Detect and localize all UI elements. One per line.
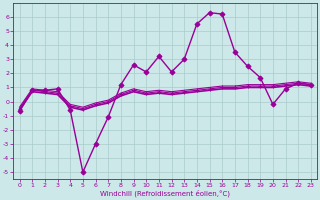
X-axis label: Windchill (Refroidissement éolien,°C): Windchill (Refroidissement éolien,°C) <box>100 190 230 197</box>
